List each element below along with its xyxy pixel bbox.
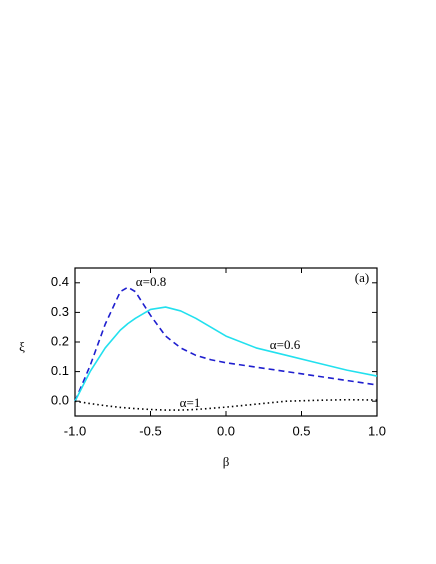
y-tick-label: 0.0 bbox=[51, 393, 69, 408]
series-label: α=0.6 bbox=[270, 337, 301, 352]
y-tick-label: 0.4 bbox=[51, 274, 69, 289]
x-tick-label: 0.0 bbox=[217, 423, 235, 438]
x-tick-label: 0.5 bbox=[292, 423, 310, 438]
x-tick-label: -1.0 bbox=[64, 423, 86, 438]
series-label: α=1 bbox=[180, 395, 201, 410]
x-tick-label: -0.5 bbox=[139, 423, 161, 438]
y-axis-label: ξ bbox=[19, 339, 25, 354]
x-axis-label: β bbox=[223, 454, 230, 469]
y-tick-label: 0.2 bbox=[51, 333, 69, 348]
x-tick-label: 1.0 bbox=[368, 423, 386, 438]
chart-title: (a) bbox=[355, 270, 369, 285]
y-tick-label: 0.1 bbox=[51, 363, 69, 378]
series-line bbox=[74, 286, 378, 402]
series-line bbox=[74, 306, 378, 402]
series-line bbox=[74, 398, 378, 411]
plot-frame bbox=[74, 267, 378, 417]
y-tick-label: 0.3 bbox=[51, 304, 69, 319]
series-label: α=0.8 bbox=[136, 274, 166, 289]
